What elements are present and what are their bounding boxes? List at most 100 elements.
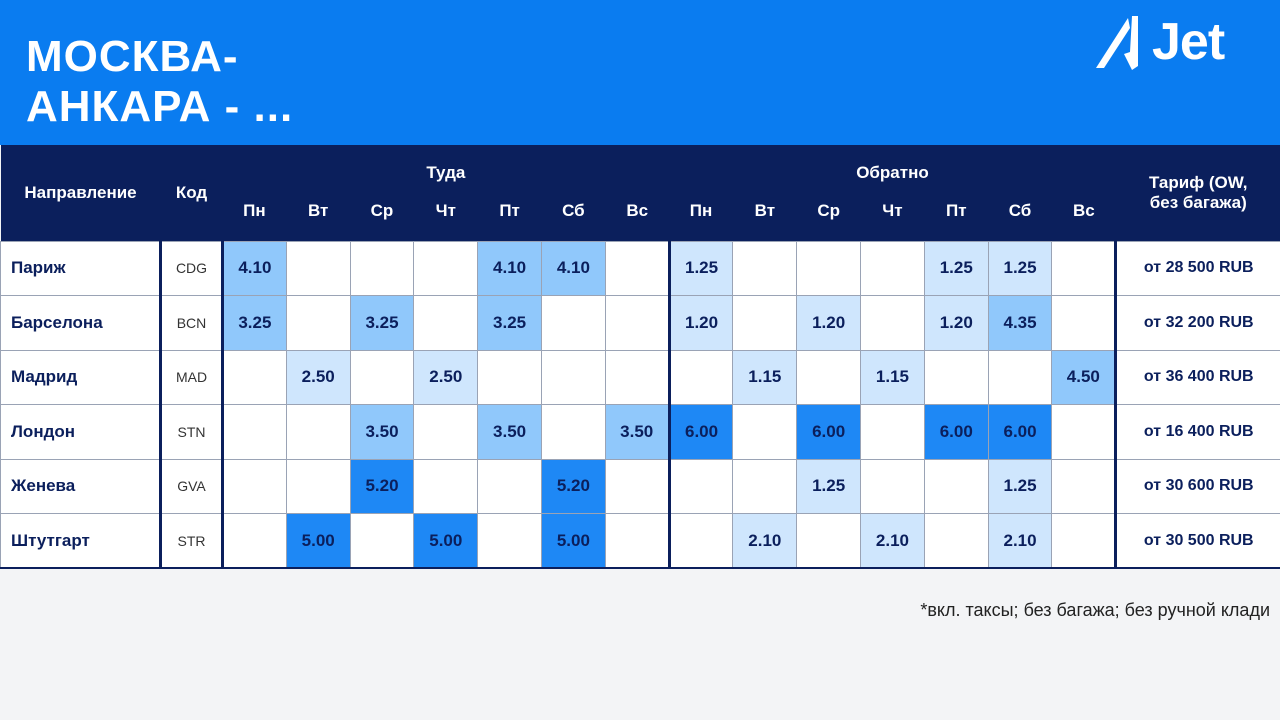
time-cell: 2.10: [860, 513, 925, 569]
time-cell: [349, 513, 415, 569]
tariff-cell: от 16 400 RUB: [1114, 404, 1280, 460]
airport-code: GVA: [160, 458, 224, 514]
time-cell: [285, 240, 351, 296]
destination-name: Лондон: [0, 404, 162, 460]
table-row: Мадрид MAD 2.50 2.50 1.15 1.15 4.50 от 36 400 R…: [0, 349, 1280, 405]
time-cell: [667, 349, 734, 405]
col-direction: Направление: [0, 145, 161, 241]
time-cell: 5.00: [285, 513, 351, 569]
time-cell: 4.10: [540, 240, 606, 296]
time-cell: [540, 404, 606, 460]
time-cell: [860, 240, 925, 296]
tariff-cell: от 36 400 RUB: [1114, 349, 1280, 405]
time-cell: [604, 458, 670, 514]
time-cell: [732, 404, 798, 460]
airport-code: STR: [160, 513, 224, 569]
time-cell: [285, 295, 351, 351]
time-cell: [1051, 240, 1117, 296]
time-cell: [477, 349, 542, 405]
time-cell: [477, 513, 542, 569]
time-cell: [732, 295, 798, 351]
time-cell: [987, 349, 1053, 405]
time-cell: [923, 513, 989, 569]
time-cell: 4.10: [477, 240, 542, 296]
time-cell: 5.20: [540, 458, 606, 514]
airport-code: STN: [160, 404, 224, 460]
time-cell: [540, 295, 606, 351]
footnote: *вкл. таксы; без багажа; без ручной клад…: [920, 600, 1270, 620]
time-cell: 6.00: [987, 404, 1053, 460]
group-out: Туда: [222, 145, 670, 201]
time-cell: [413, 295, 479, 351]
day-header: Пн: [222, 201, 287, 241]
time-cell: [1051, 513, 1117, 569]
col-tariff: Тариф (OW, без багажа): [1115, 145, 1280, 241]
time-cell: [1051, 404, 1117, 460]
time-cell: 1.25: [987, 458, 1053, 514]
time-cell: [285, 458, 351, 514]
time-cell: 6.00: [923, 404, 989, 460]
day-header: Вс: [605, 201, 670, 241]
time-cell: 6.00: [667, 404, 734, 460]
time-cell: 5.00: [540, 513, 606, 569]
time-cell: 3.25: [222, 295, 287, 351]
tariff-cell: от 32 200 RUB: [1114, 295, 1280, 351]
schedule-table: Направление Код Туда Обратно Тариф (OW, …: [0, 145, 1280, 569]
table-row: Лондон STN 3.50 3.50 3.50 6.00 6.00 6.00 6.00 от …: [0, 404, 1280, 460]
tariff-cell: от 28 500 RUB: [1114, 240, 1280, 296]
time-cell: [923, 349, 989, 405]
time-cell: [222, 513, 287, 569]
ajet-logo: Jet: [1094, 13, 1259, 74]
table-row: Барселона BCN 3.25 3.25 3.25 1.20 1.20 1.20 4.35…: [0, 295, 1280, 351]
time-cell: [349, 240, 415, 296]
time-cell: [732, 458, 798, 514]
time-cell: [860, 295, 925, 351]
time-cell: 2.10: [732, 513, 798, 569]
time-cell: 1.15: [860, 349, 925, 405]
time-cell: 5.00: [413, 513, 479, 569]
time-cell: 3.25: [477, 295, 542, 351]
time-cell: 4.10: [222, 240, 287, 296]
group-back: Обратно: [669, 145, 1116, 201]
time-cell: 4.50: [1051, 349, 1117, 405]
day-header: Пт: [477, 201, 542, 241]
header-banner: МОСКВА- АНКАРА - ... Jet: [0, 0, 1280, 145]
time-cell: 3.25: [349, 295, 415, 351]
time-cell: [796, 240, 862, 296]
time-cell: 1.25: [923, 240, 989, 296]
destination-name: Мадрид: [0, 349, 162, 405]
day-header: Ср: [350, 201, 414, 241]
day-header: Пн: [669, 201, 733, 241]
airport-code: MAD: [160, 349, 224, 405]
day-header: Ср: [796, 201, 861, 241]
tariff-cell: от 30 500 RUB: [1114, 513, 1280, 569]
col-code: Код: [160, 145, 223, 241]
table-row: Париж CDG 4.10 4.10 4.10 1.25 1.25 1.25 от 28 50…: [0, 240, 1280, 296]
time-cell: [222, 349, 287, 405]
table-row: Штутгарт STR 5.00 5.00 5.00 2.10 2.10 2.10 от 30…: [0, 513, 1280, 569]
airport-code: CDG: [160, 240, 224, 296]
time-cell: [1051, 295, 1117, 351]
time-cell: [604, 349, 670, 405]
time-cell: [860, 458, 925, 514]
time-cell: 1.20: [667, 295, 734, 351]
time-cell: 3.50: [477, 404, 542, 460]
time-cell: 4.35: [987, 295, 1053, 351]
day-header: Сб: [541, 201, 606, 241]
time-cell: [413, 458, 479, 514]
time-cell: [604, 513, 670, 569]
time-cell: [667, 458, 734, 514]
day-header: Вт: [286, 201, 351, 241]
time-cell: 1.25: [667, 240, 734, 296]
tariff-cell: от 30 600 RUB: [1114, 458, 1280, 514]
time-cell: 2.10: [987, 513, 1053, 569]
time-cell: [349, 349, 415, 405]
time-cell: 5.20: [349, 458, 415, 514]
time-cell: 2.50: [413, 349, 479, 405]
time-cell: 1.25: [987, 240, 1053, 296]
time-cell: [604, 295, 670, 351]
time-cell: [222, 404, 287, 460]
page-title: МОСКВА- АНКАРА - ...: [26, 32, 294, 131]
time-cell: [540, 349, 606, 405]
time-cell: [667, 513, 734, 569]
